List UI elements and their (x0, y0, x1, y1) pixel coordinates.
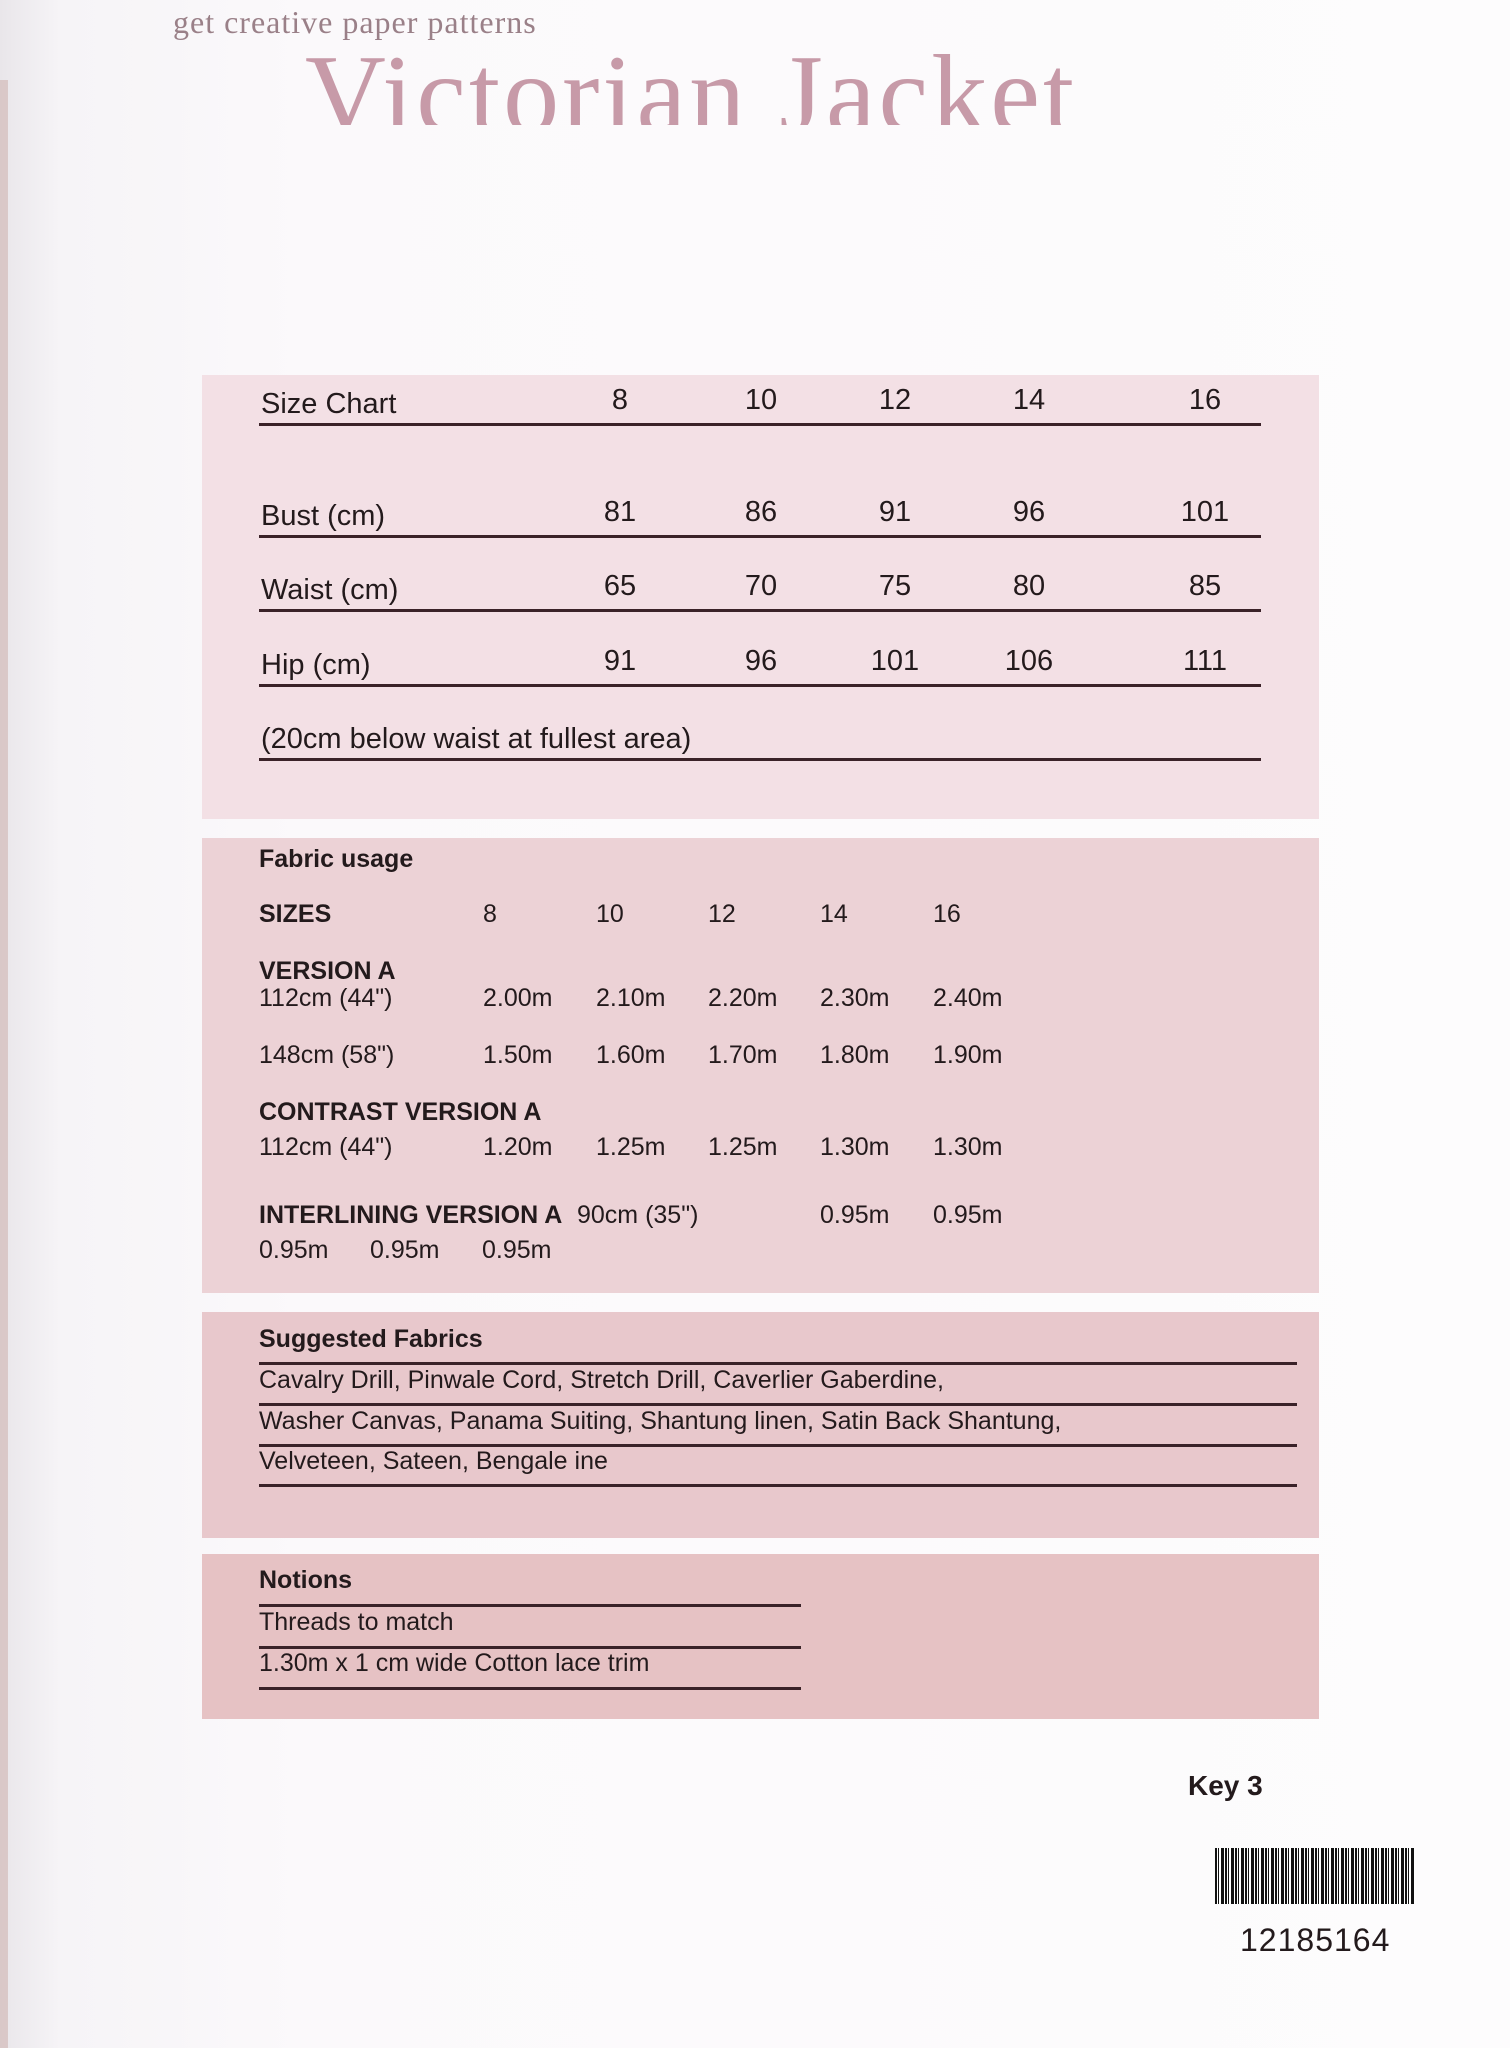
suggested-fabric-line: Cavalry Drill, Pinwale Cord, Stretch Dri… (259, 1366, 944, 1394)
barcode-number: 12185164 (1240, 1922, 1391, 1958)
suggested-fabric-line: Velveteen, Sateen, Bengale ine (259, 1447, 608, 1475)
size-header: 8 (611, 384, 629, 416)
fabric-cell: 1.70m (708, 1041, 778, 1069)
fabric-usage-panel (202, 838, 1319, 1293)
fabric-size-header: 8 (483, 900, 497, 928)
contrast-label: CONTRAST VERSION A (259, 1098, 542, 1126)
size-chart-heading: Size Chart (261, 388, 397, 420)
fabric-cell: 2.00m (483, 984, 553, 1012)
notion-line: 1.30m x 1 cm wide Cotton lace trim (259, 1649, 650, 1677)
size-header: 14 (1012, 384, 1046, 416)
rule-line (259, 1484, 1297, 1487)
rule-line (259, 1362, 1297, 1365)
fabric-size-header: 14 (820, 900, 848, 928)
size-row-label: Waist (cm) (261, 574, 399, 606)
rule-line (259, 684, 1261, 687)
paper-edge (0, 80, 8, 2048)
sizes-label: SIZES (259, 900, 332, 928)
rule-line (259, 1604, 801, 1607)
size-cell: 106 (1004, 645, 1054, 677)
size-row-label: Hip (cm) (261, 649, 371, 681)
fabric-usage-heading: Fabric usage (259, 845, 414, 873)
rule-line (259, 609, 1261, 612)
rule-line (259, 758, 1261, 761)
size-cell: 80 (1012, 570, 1046, 602)
brand-tagline: get creative paper patterns (173, 4, 537, 40)
fabric-cell: 2.40m (933, 984, 1003, 1012)
contrast-row-label: 112cm (44") (259, 1133, 393, 1161)
size-header: 10 (744, 384, 778, 416)
fabric-size-header: 10 (596, 900, 624, 928)
size-cell: 111 (1182, 645, 1228, 677)
suggested-fabrics-heading: Suggested Fabrics (259, 1325, 483, 1353)
size-header: 16 (1188, 384, 1222, 416)
fabric-cell: 1.90m (933, 1041, 1003, 1069)
size-cell: 91 (603, 645, 637, 677)
pattern-title: Victorian Jacket (305, 33, 1078, 125)
notions-panel (202, 1554, 1319, 1719)
suggested-fabric-line: Washer Canvas, Panama Suiting, Shantung … (259, 1407, 1062, 1435)
fabric-size-header: 12 (708, 900, 736, 928)
size-row-label: Bust (cm) (261, 500, 386, 532)
notions-heading: Notions (259, 1566, 353, 1594)
interlining-cell: 0.95m (370, 1236, 440, 1264)
contrast-cell: 1.25m (596, 1133, 666, 1161)
rule-line (259, 1403, 1297, 1406)
fabric-size-header: 16 (933, 900, 961, 928)
size-cell: 75 (878, 570, 912, 602)
size-cell: 101 (870, 645, 920, 677)
contrast-cell: 1.20m (483, 1133, 553, 1161)
size-chart-note: (20cm below waist at fullest area) (261, 723, 692, 755)
size-cell: 85 (1188, 570, 1222, 602)
size-header: 12 (878, 384, 912, 416)
interlining-cell: 0.95m (482, 1236, 552, 1264)
contrast-cell: 1.30m (820, 1133, 890, 1161)
interlining-cell: 0.95m (933, 1201, 1003, 1229)
rule-line (259, 1646, 801, 1649)
size-cell: 65 (603, 570, 637, 602)
size-cell: 101 (1180, 496, 1230, 528)
size-chart-panel (202, 375, 1319, 819)
interlining-label: INTERLINING VERSION A (259, 1201, 563, 1229)
rule-line (259, 1444, 1297, 1447)
fabric-cell: 1.50m (483, 1041, 553, 1069)
suggested-fabrics-panel (202, 1312, 1319, 1538)
size-cell: 91 (878, 496, 912, 528)
fabric-row-label: 112cm (44") (259, 984, 393, 1012)
key-label: Key 3 (1188, 1770, 1263, 1801)
rule-line (259, 1687, 801, 1690)
rule-line (259, 535, 1261, 538)
size-cell: 96 (744, 645, 778, 677)
fabric-cell: 1.80m (820, 1041, 890, 1069)
fabric-cell: 2.20m (708, 984, 778, 1012)
interlining-width: 90cm (35") (577, 1201, 699, 1229)
barcode (1215, 1848, 1415, 1904)
size-cell: 86 (744, 496, 778, 528)
notion-line: Threads to match (259, 1608, 454, 1636)
fabric-row-label: 148cm (58") (259, 1041, 395, 1069)
contrast-cell: 1.30m (933, 1133, 1003, 1161)
contrast-cell: 1.25m (708, 1133, 778, 1161)
fabric-cell: 1.60m (596, 1041, 666, 1069)
rule-line (259, 423, 1261, 426)
fabric-cell: 2.30m (820, 984, 890, 1012)
interlining-cell: 0.95m (259, 1236, 329, 1264)
fabric-cell: 2.10m (596, 984, 666, 1012)
size-cell: 96 (1012, 496, 1046, 528)
interlining-cell: 0.95m (820, 1201, 890, 1229)
version-a-label: VERSION A (259, 957, 396, 985)
size-cell: 70 (744, 570, 778, 602)
size-cell: 81 (603, 496, 637, 528)
